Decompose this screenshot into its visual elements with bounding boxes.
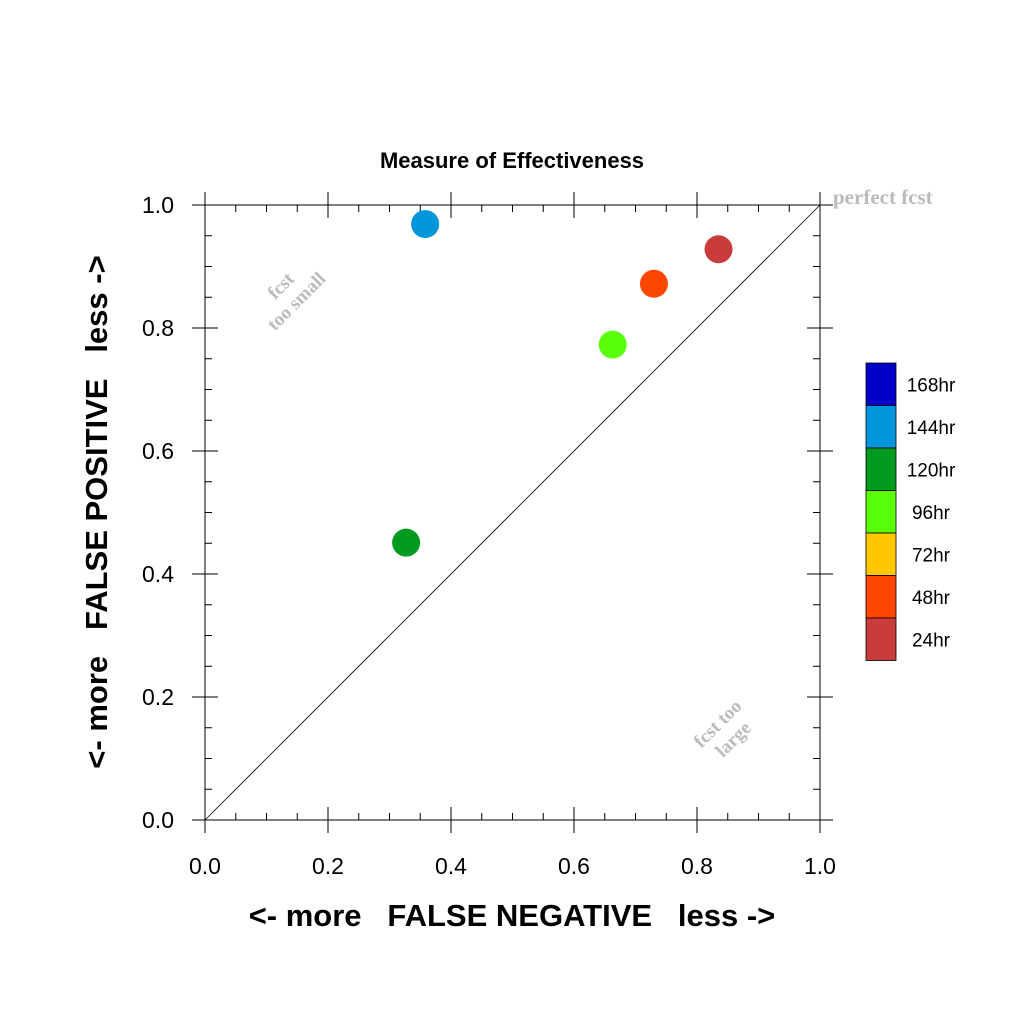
- legend-label-48hr: 48hr: [912, 588, 951, 609]
- x-tick-label: 0.6: [558, 853, 590, 879]
- annotation-fcst-too-small: fcst too small: [263, 268, 330, 335]
- legend-label-24hr: 24hr: [912, 630, 951, 651]
- legend-swatch-72hr: [865, 532, 897, 576]
- y-tick-label: 0.6: [142, 438, 174, 464]
- chart-title: Measure of Effectiveness: [380, 148, 644, 173]
- legend-swatch-120hr: [865, 447, 897, 491]
- x-tick-label: 0.4: [435, 853, 467, 879]
- y-tick-label: 0.4: [142, 561, 174, 587]
- x-tick-label: 0.2: [312, 853, 344, 879]
- annotation-fcst-too-large: fcst too large: [690, 696, 756, 762]
- y-tick-label: 1.0: [142, 192, 174, 218]
- legend-swatch-144hr: [865, 405, 897, 449]
- legend-label-168hr: 168hr: [907, 375, 956, 396]
- legend-label-72hr: 72hr: [912, 545, 951, 566]
- axis-tick-labels: 0.0 0.2 0.4 0.6 0.8 1.0 0.0 0.2 0.4 0.6 0.8 1.0: [142, 192, 836, 879]
- axis-ticks: [192, 192, 833, 833]
- data-points: [392, 210, 733, 557]
- perfect-forecast-diagonal: [204, 204, 821, 821]
- legend-swatch-24hr: [865, 617, 897, 661]
- y-tick-label: 0.0: [142, 807, 174, 833]
- legend-label-120hr: 120hr: [907, 460, 956, 481]
- legend-label-96hr: 96hr: [912, 503, 951, 524]
- data-point-48hr: [639, 269, 668, 298]
- legend-label-144hr: 144hr: [907, 418, 956, 439]
- legend-swatch-168hr: [865, 362, 897, 406]
- annotation-perfect-fcst: perfect fcst: [833, 185, 933, 209]
- data-point-96hr: [598, 330, 627, 359]
- y-axis-label: <- more FALSE POSITIVE less ->: [79, 255, 114, 768]
- x-tick-label: 1.0: [804, 853, 836, 879]
- data-point-120hr: [392, 528, 421, 557]
- x-tick-label: 0.0: [189, 853, 221, 879]
- data-point-24hr: [704, 235, 733, 264]
- legend-swatch-48hr: [865, 575, 897, 619]
- legend: 168hr 144hr 120hr 96hr 72hr 48hr 24hr: [865, 362, 956, 661]
- y-tick-label: 0.8: [142, 315, 174, 341]
- legend-swatch-96hr: [865, 490, 897, 534]
- y-tick-label: 0.2: [142, 684, 174, 710]
- data-point-144hr: [411, 210, 440, 239]
- x-tick-label: 0.8: [681, 853, 713, 879]
- x-axis-label: <- more FALSE NEGATIVE less ->: [249, 898, 776, 933]
